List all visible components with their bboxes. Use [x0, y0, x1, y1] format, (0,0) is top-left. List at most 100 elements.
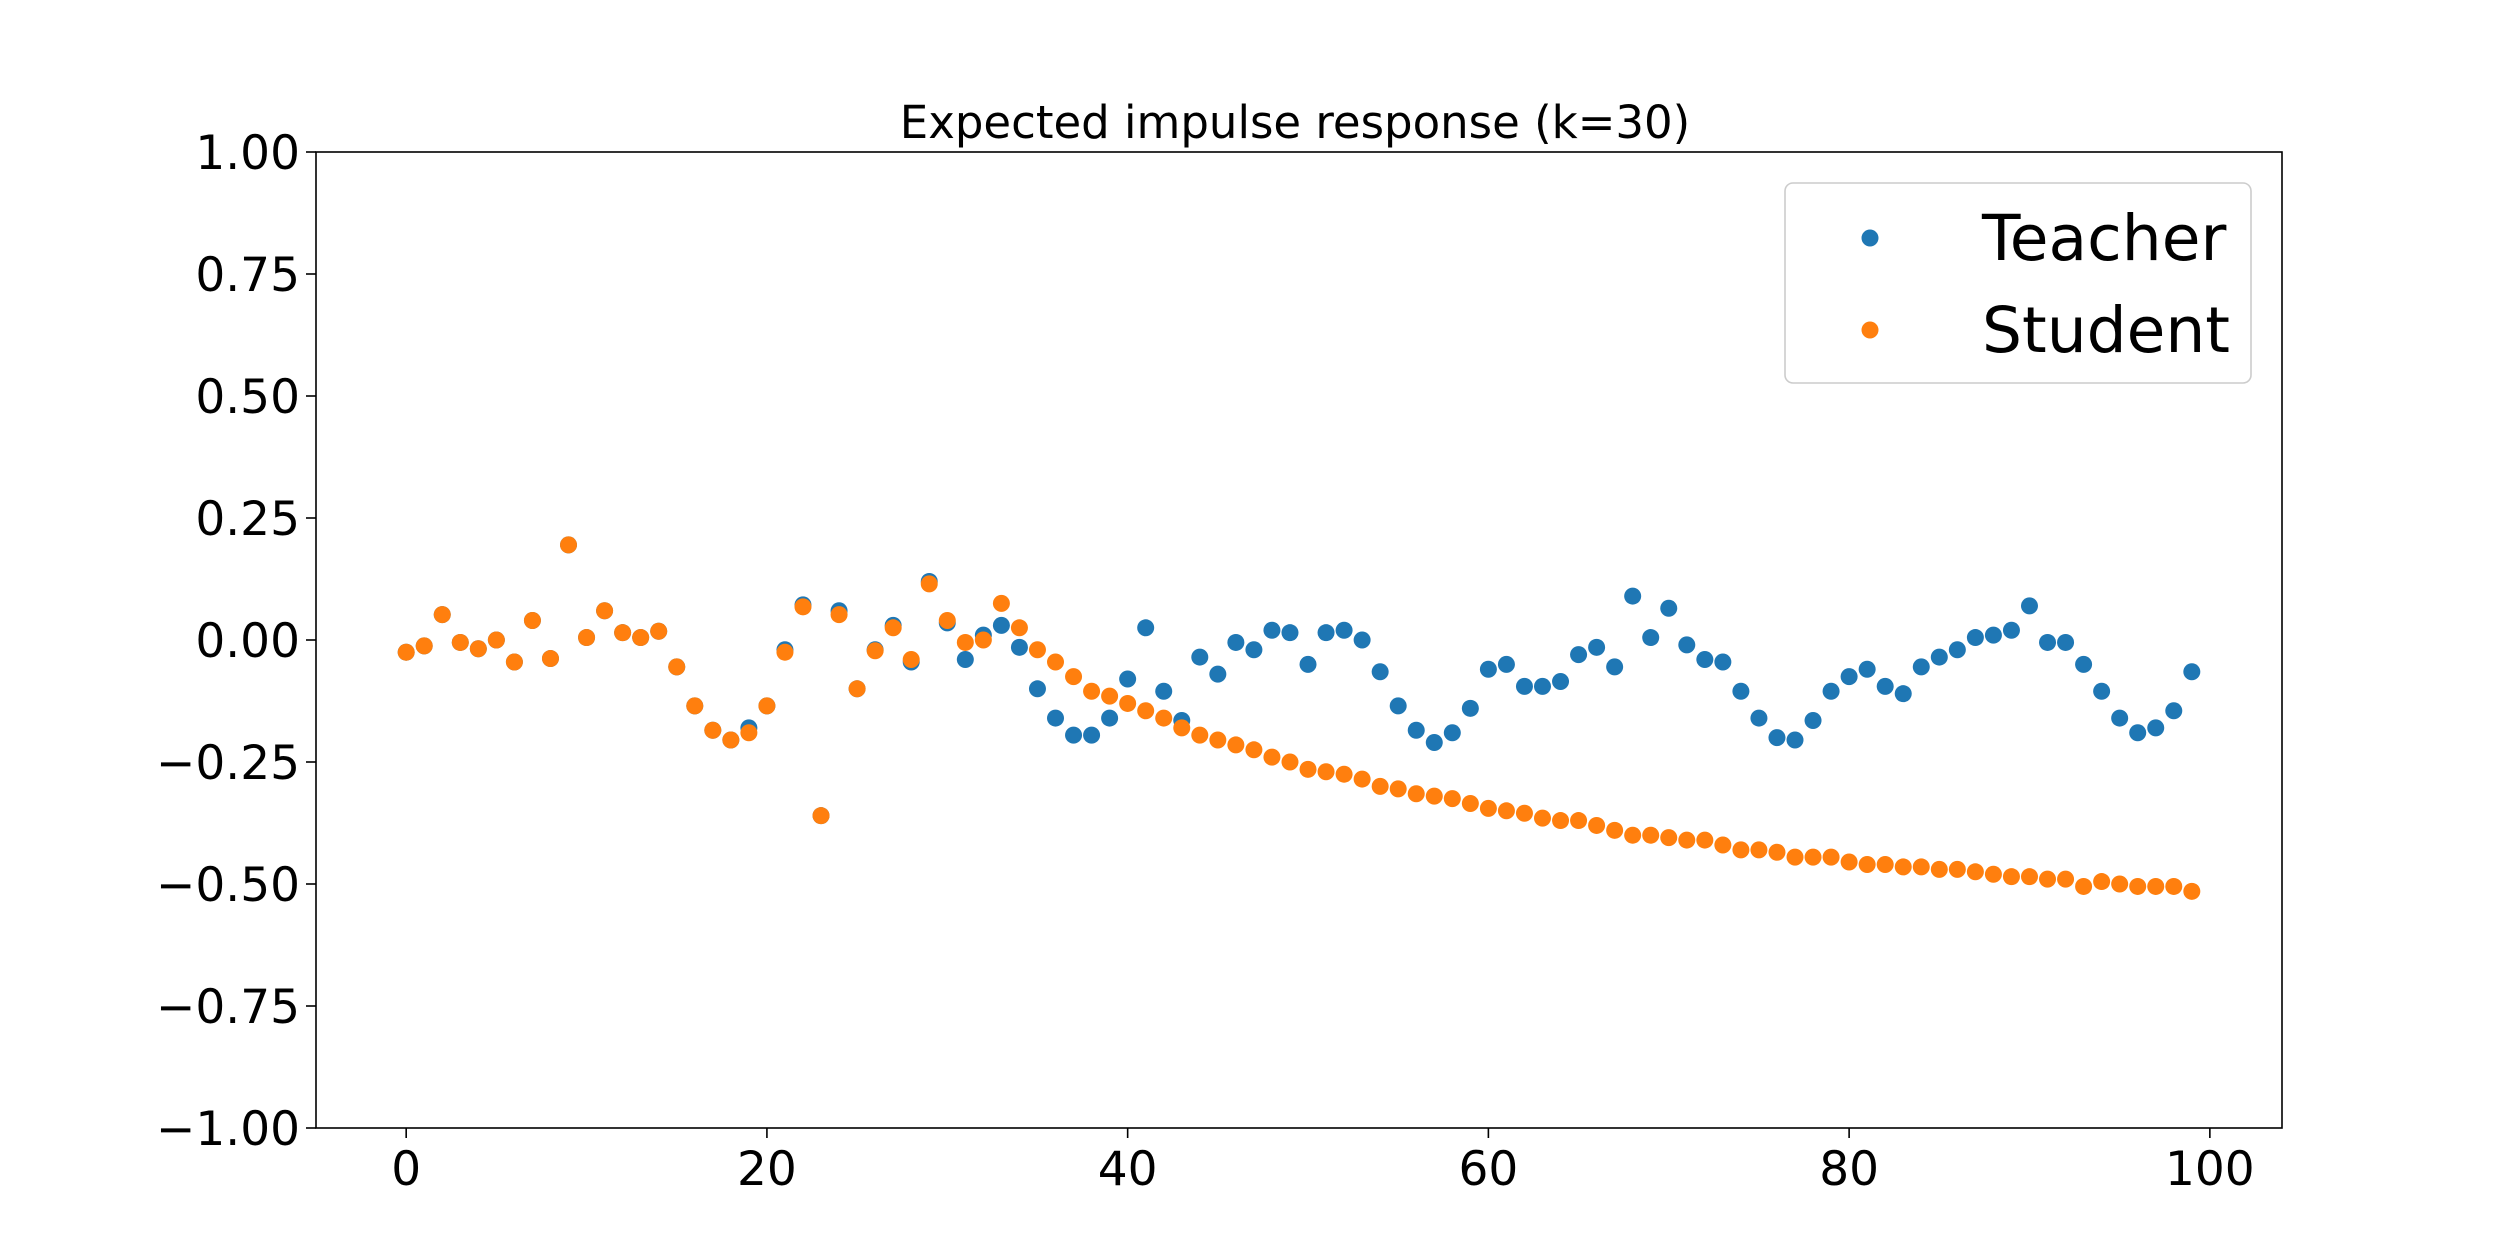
y-tick-label: −1.00 [156, 1102, 300, 1157]
student-point [884, 619, 902, 637]
student-point [722, 731, 740, 749]
student-point [1173, 719, 1191, 737]
student-point [866, 642, 884, 660]
student-point [2129, 877, 2147, 895]
teacher-point [1353, 631, 1371, 649]
student-point [541, 650, 559, 668]
student-point [2039, 870, 2057, 888]
student-point [1894, 858, 1912, 876]
teacher-point [1822, 682, 1840, 700]
student-point [469, 640, 487, 658]
student-point [686, 697, 704, 715]
student-point [632, 629, 650, 647]
teacher-point [1876, 677, 1894, 695]
student-point [1786, 848, 1804, 866]
student-point [848, 680, 866, 698]
axes: 0 20 40 60 80 100 1.00 0.75 0.50 0.25 0.00 −0.25 −0.… [156, 126, 2283, 1197]
student-point [523, 611, 541, 629]
student-point [1028, 641, 1046, 659]
teacher-point [1588, 638, 1606, 656]
y-tick-label: −0.75 [156, 980, 300, 1035]
teacher-point [1191, 648, 1209, 666]
student-point [1930, 860, 1948, 878]
student-point [1461, 794, 1479, 812]
teacher-point [2002, 621, 2020, 639]
teacher-point [1624, 587, 1642, 605]
student-point [1570, 812, 1588, 830]
x-tick-label: 0 [391, 1142, 421, 1197]
student-point [1804, 848, 1822, 866]
legend-label-teacher: Teacher [1981, 202, 2226, 275]
student-point [2075, 877, 2093, 895]
student-point [1137, 702, 1155, 720]
student-point [487, 631, 505, 649]
student-point [1119, 694, 1137, 712]
student-point [2165, 877, 2183, 895]
teacher-point [1606, 658, 1624, 676]
student-point [1389, 780, 1407, 798]
student-point [614, 624, 632, 642]
student-point [1552, 812, 1570, 830]
student-point [1642, 826, 1660, 844]
student-point [1858, 855, 1876, 873]
student-point [1407, 785, 1425, 803]
student-point [397, 643, 415, 661]
teacher-point [1299, 655, 1317, 673]
teacher-point [1678, 636, 1696, 654]
teacher-point [1407, 721, 1425, 739]
student-point [1912, 858, 1930, 876]
student-point [1281, 753, 1299, 771]
student-point [704, 721, 722, 739]
teacher-point [1642, 629, 1660, 647]
student-point [2111, 875, 2129, 893]
student-point [560, 536, 578, 554]
student-point [1155, 709, 1173, 727]
teacher-point [1660, 599, 1678, 617]
student-point [794, 598, 812, 616]
teacher-point [1948, 641, 1966, 659]
teacher-point [2165, 702, 2183, 720]
teacher-point [1714, 653, 1732, 671]
student-point [1876, 855, 1894, 873]
teacher-point [2039, 633, 2057, 651]
teacher-point [1227, 633, 1245, 651]
x-tick-label: 80 [1819, 1142, 1879, 1197]
student-point [415, 637, 433, 655]
student-point [1533, 809, 1551, 827]
student-point [1245, 741, 1263, 759]
teacher-point [2057, 633, 2075, 651]
student-point [1010, 619, 1028, 637]
student-point [1443, 790, 1461, 808]
teacher-point [1155, 682, 1173, 700]
student-point [596, 602, 614, 620]
student-point [1840, 853, 1858, 871]
student-point [2057, 870, 2075, 888]
student-point [433, 606, 451, 624]
student-point [776, 643, 794, 661]
student-point [1425, 787, 1443, 805]
teacher-point [1317, 624, 1335, 642]
student-point [920, 575, 938, 593]
y-tick-label: 1.00 [195, 126, 300, 181]
teacher-point [1479, 660, 1497, 678]
teacher-point [1371, 663, 1389, 681]
student-point [812, 807, 830, 825]
teacher-point [1570, 646, 1588, 664]
student-point [505, 653, 523, 671]
teacher-point [1786, 731, 1804, 749]
teacher-point [1696, 651, 1714, 669]
teacher-point [2111, 709, 2129, 727]
teacher-point [1425, 733, 1443, 751]
teacher-point [956, 651, 974, 669]
student-point [2183, 882, 2201, 900]
student-point [1299, 760, 1317, 778]
student-point [830, 606, 848, 624]
teacher-point [1840, 668, 1858, 686]
legend: Teacher Student [1784, 182, 2252, 384]
x-tick-label: 100 [2165, 1142, 2255, 1197]
teacher-point [1858, 660, 1876, 678]
teacher-point [2129, 724, 2147, 742]
teacher-point [2183, 663, 2201, 681]
